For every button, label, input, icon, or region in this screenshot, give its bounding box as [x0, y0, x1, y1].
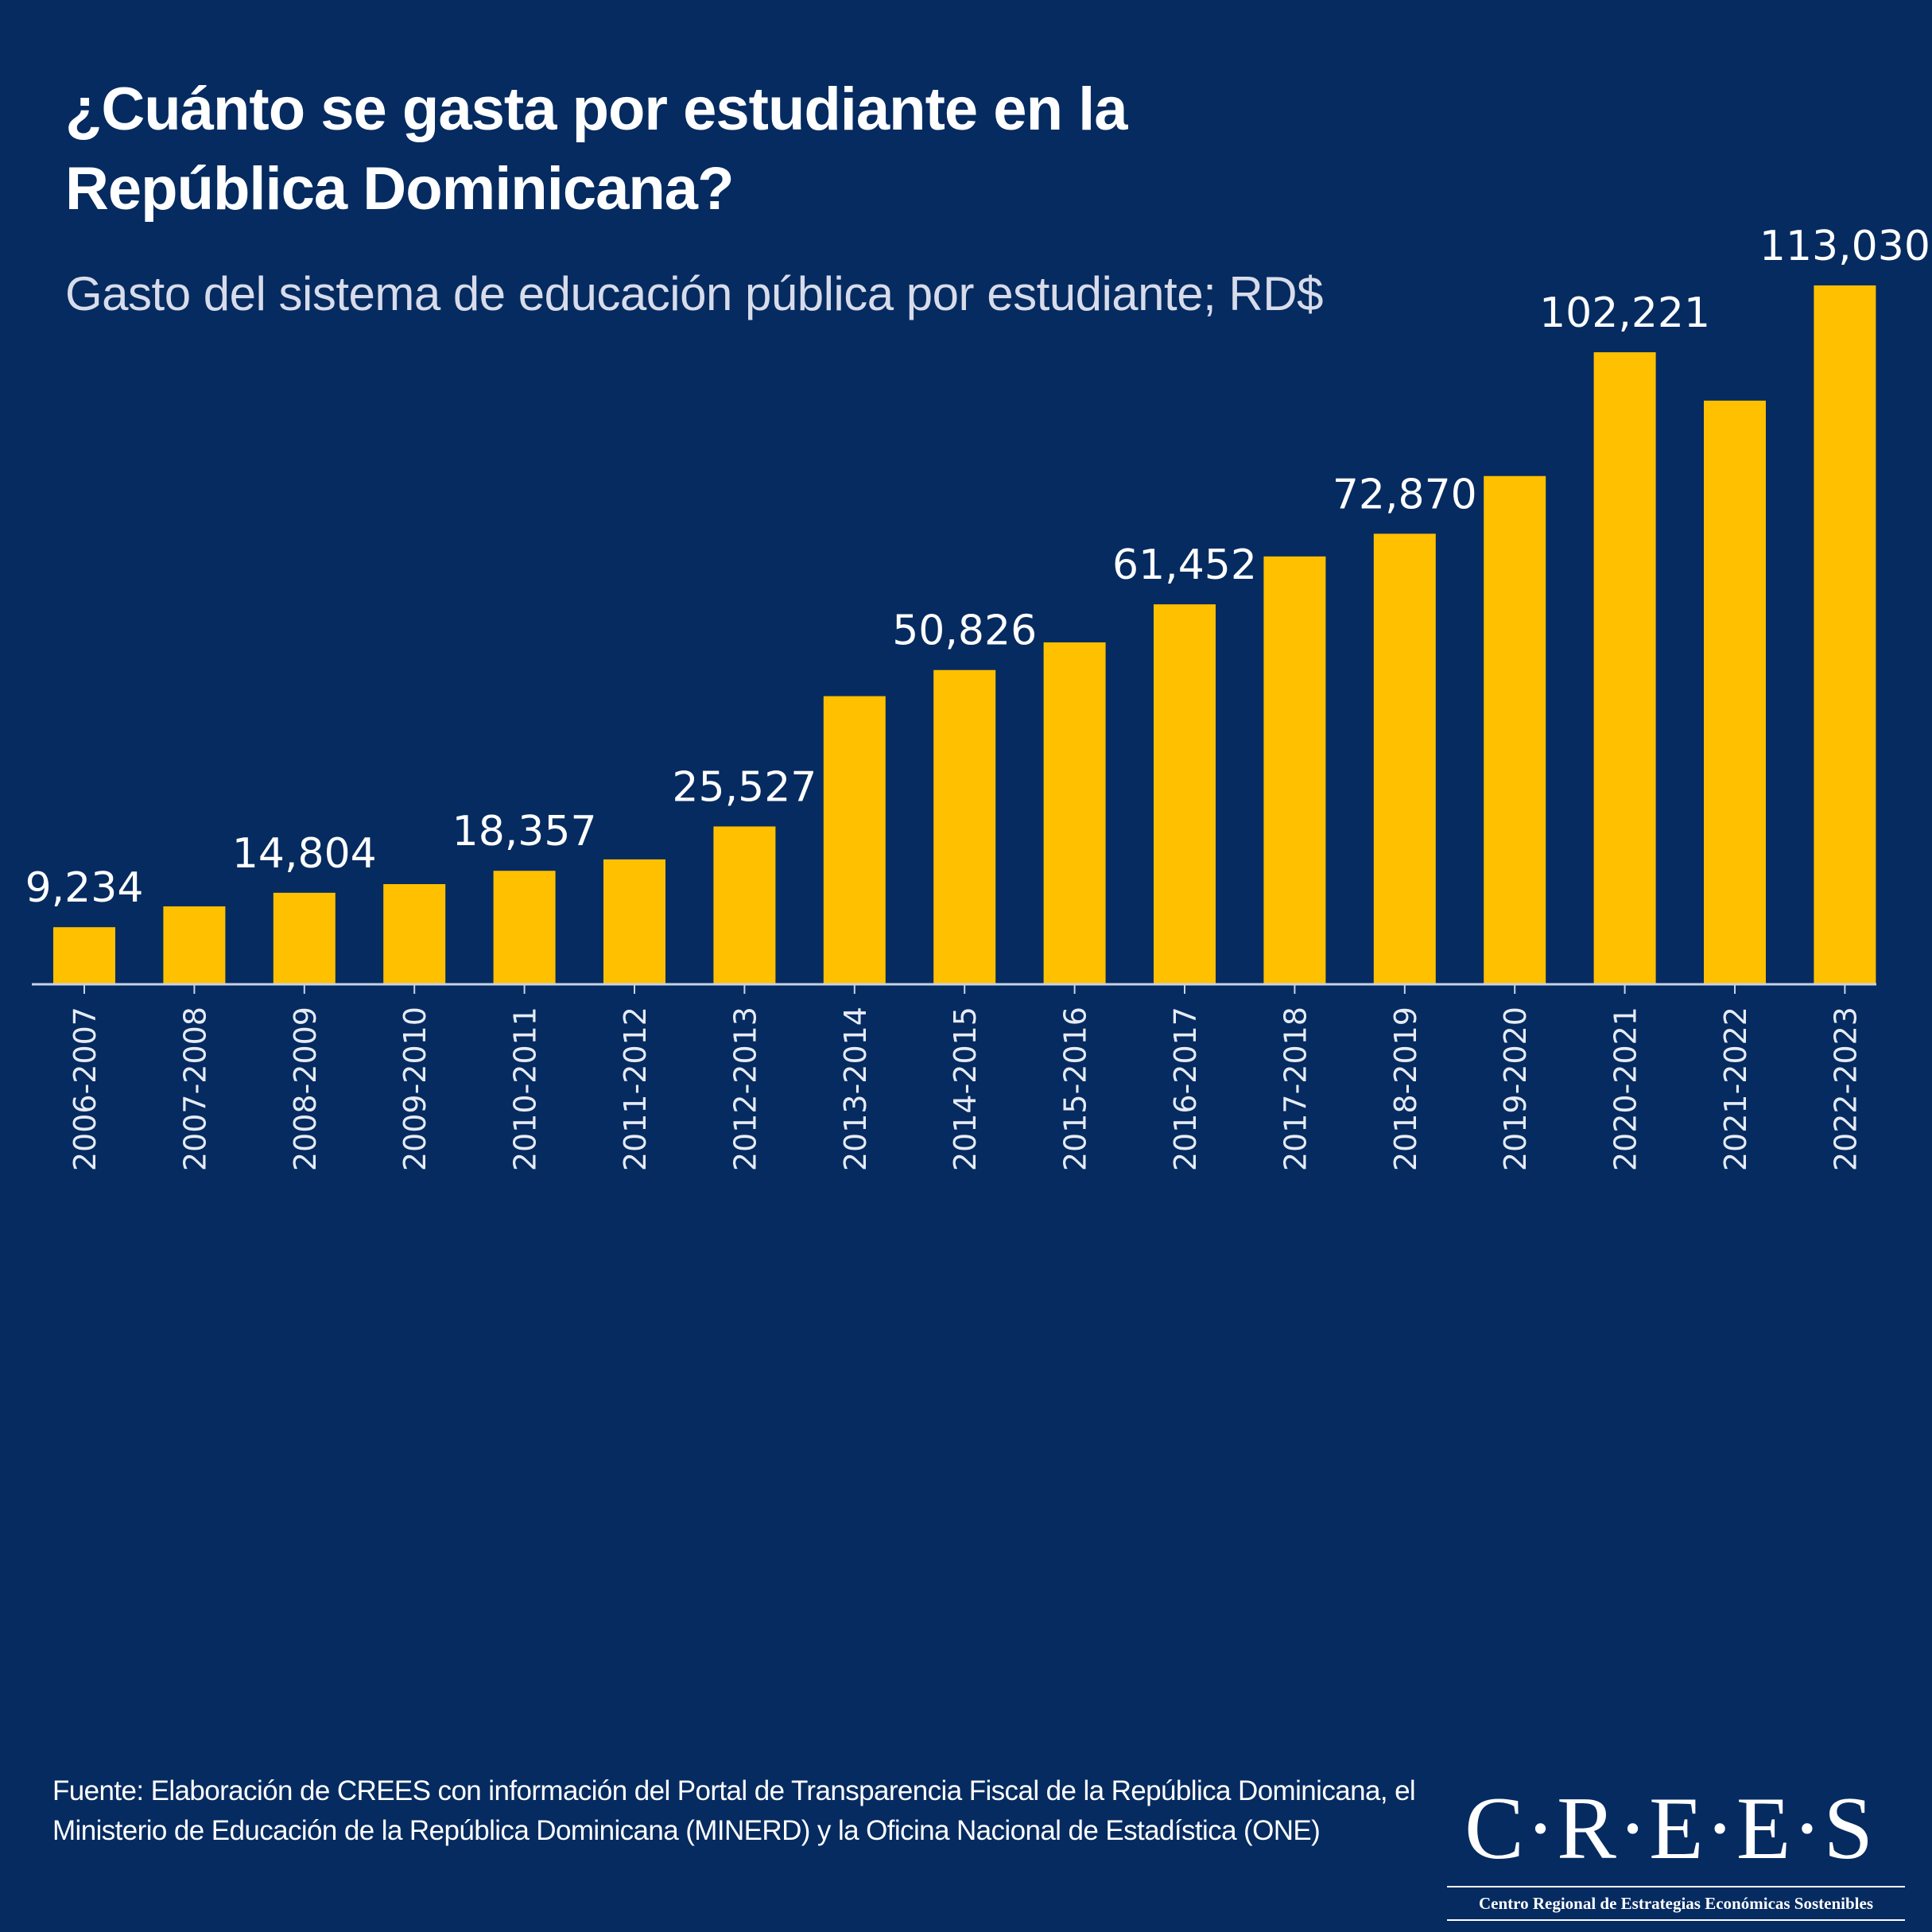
logo-subtitle: Centro Regional de Estrategias Económica…: [1478, 1894, 1873, 1913]
bar-2017-2018: [1263, 556, 1326, 984]
x-tick-label-2019-2020: 2019-2020: [1498, 1007, 1533, 1171]
value-label-2016-2017: 61,452: [1112, 541, 1257, 589]
bar-2012-2013: [713, 826, 776, 984]
x-ticks-group: [83, 984, 1846, 994]
bar-2014-2015: [933, 669, 996, 984]
value-label-2014-2015: 50,826: [892, 607, 1037, 655]
chart-title: ¿Cuánto se gasta por estudiante en la Re…: [65, 70, 1417, 229]
x-tick-label-2013-2014: 2013-2014: [838, 1007, 873, 1171]
bar-2013-2014: [823, 696, 886, 984]
logo-wordmark: C·R·E·E·S: [1465, 1779, 1875, 1878]
logo-rule-top: [1447, 1886, 1905, 1887]
bar-2006-2007: [53, 927, 115, 984]
source-note: Fuente: Elaboración de CREES con informa…: [52, 1775, 1416, 1846]
bar-2015-2016: [1043, 642, 1106, 984]
value-labels-group: 9,234 14,804 18,357 25,527 50,826 61,452 72,87…: [25, 223, 1930, 912]
x-tick-label-2006-2007: 2006-2007: [68, 1007, 103, 1171]
value-label-2010-2011: 18,357: [452, 808, 597, 855]
value-label-2020-2021: 102,221: [1539, 289, 1710, 337]
value-label-2022-2023: 113,030: [1759, 223, 1930, 270]
x-tick-label-2018-2019: 2018-2019: [1388, 1007, 1423, 1171]
bar-2009-2010: [383, 884, 446, 984]
x-tick-label-2012-2013: 2012-2013: [727, 1007, 762, 1171]
value-label-2006-2007: 9,234: [25, 864, 144, 912]
value-label-2008-2009: 14,804: [232, 830, 377, 878]
value-label-2012-2013: 25,527: [672, 763, 817, 811]
x-tick-label-2014-2015: 2014-2015: [948, 1007, 983, 1171]
chart-subtitle: Gasto del sistema de educación pública p…: [65, 267, 1323, 320]
bar-2019-2020: [1484, 475, 1546, 984]
value-label-2018-2019: 72,870: [1333, 471, 1477, 518]
x-tick-label-2010-2011: 2010-2011: [508, 1007, 543, 1171]
x-tick-label-2020-2021: 2020-2021: [1608, 1007, 1643, 1171]
crees-logo: C·R·E·E·S Centro Regional de Estrategias…: [1447, 1779, 1908, 1921]
bar-2010-2011: [493, 871, 556, 984]
bar-2022-2023: [1814, 285, 1876, 984]
x-tick-label-2021-2022: 2021-2022: [1718, 1007, 1753, 1171]
bar-2011-2012: [603, 859, 665, 984]
x-tick-label-2017-2018: 2017-2018: [1278, 1007, 1313, 1171]
x-tick-label-2022-2023: 2022-2023: [1828, 1007, 1863, 1171]
x-tick-label-2015-2016: 2015-2016: [1058, 1007, 1093, 1171]
bar-2018-2019: [1373, 533, 1436, 984]
chart-title-line-1: ¿Cuánto se gasta por estudiante en la: [65, 76, 1128, 143]
x-tick-label-2016-2017: 2016-2017: [1168, 1007, 1203, 1171]
bar-2008-2009: [273, 892, 336, 984]
bars-group: [53, 285, 1876, 984]
x-tick-label-2009-2010: 2009-2010: [398, 1007, 433, 1171]
bar-2021-2022: [1704, 400, 1766, 984]
x-tick-label-2007-2008: 2007-2008: [177, 1007, 212, 1171]
x-tick-label-2011-2012: 2011-2012: [618, 1007, 653, 1171]
chart-title-line-2: República Dominicana?: [65, 155, 735, 223]
logo-rule-bottom: [1447, 1919, 1905, 1921]
bar-2020-2021: [1593, 352, 1656, 984]
x-tick-label-2008-2009: 2008-2009: [288, 1007, 323, 1171]
bar-2007-2008: [163, 906, 226, 984]
x-tick-labels-group: 2006-2007 2007-2008 2008-2009 2009-2010 2010…: [68, 1007, 1863, 1171]
bar-2016-2017: [1154, 604, 1216, 984]
